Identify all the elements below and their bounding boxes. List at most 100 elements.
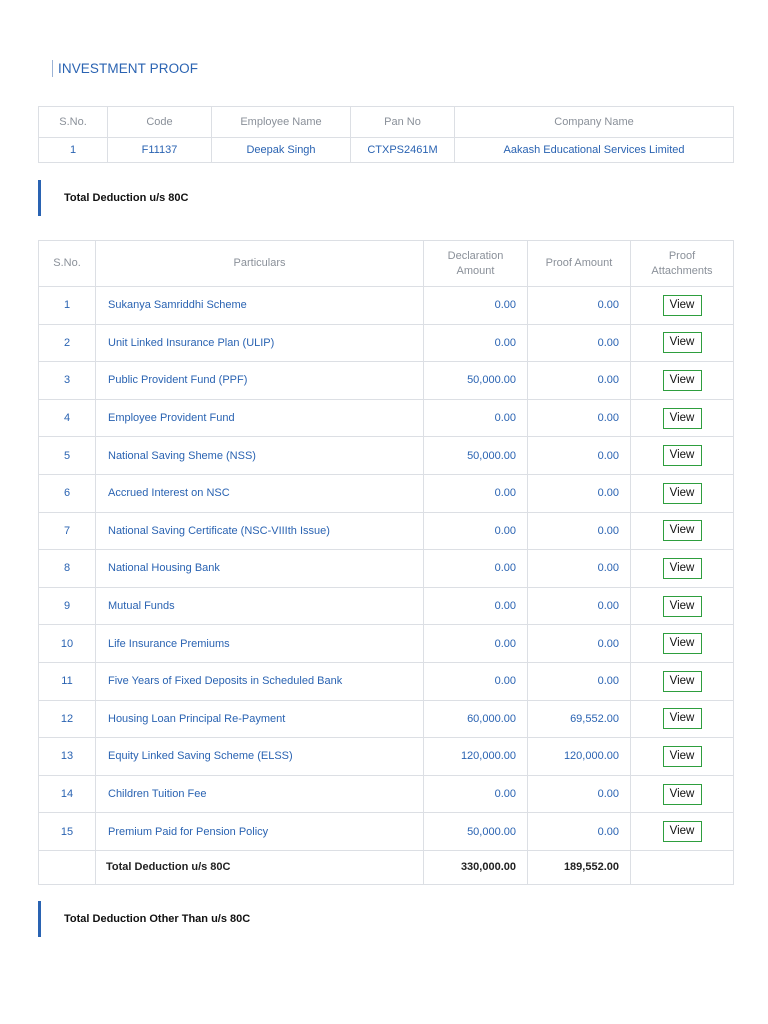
- table-row: 9 Mutual Funds 0.00 0.00 View: [38, 586, 734, 626]
- investment-table-header: S.No. Particulars Declaration Amount Pro…: [38, 240, 734, 287]
- row-proof-amount: 0.00: [527, 361, 631, 400]
- table-row: 7 National Saving Certificate (NSC-VIIIth…: [38, 511, 734, 551]
- table-row: 6 Accrued Interest on NSC 0.00 0.00 View: [38, 473, 734, 513]
- total-sno: [38, 849, 96, 885]
- row-sno: 6: [38, 473, 96, 513]
- total-label: Total Deduction u/s 80C: [95, 849, 424, 885]
- row-sno: 7: [38, 511, 96, 551]
- header-sno: S.No.: [38, 106, 108, 138]
- row-declaration-amount: 0.00: [423, 511, 528, 551]
- view-attachment-button[interactable]: View: [662, 670, 702, 692]
- header-particulars: Particulars: [95, 240, 424, 287]
- row-proof-attachments: View: [630, 286, 734, 325]
- view-attachment-button[interactable]: View: [662, 294, 702, 316]
- table-row: 2 Unit Linked Insurance Plan (ULIP) 0.00 0.…: [38, 323, 734, 363]
- row-particular: Mutual Funds: [95, 586, 424, 626]
- row-proof-amount: 0.00: [527, 473, 631, 513]
- row-sno: 4: [38, 398, 96, 438]
- row-proof-attachments: View: [630, 661, 734, 701]
- row-proof-attachments: View: [630, 436, 734, 475]
- row-declaration-amount: 0.00: [423, 624, 528, 663]
- employee-company: Aakash Educational Services Limited: [454, 137, 734, 163]
- row-declaration-amount: 50,000.00: [423, 812, 528, 851]
- row-declaration-amount: 0.00: [423, 586, 528, 626]
- row-sno: 5: [38, 436, 96, 475]
- row-sno: 14: [38, 774, 96, 814]
- row-particular: Unit Linked Insurance Plan (ULIP): [95, 323, 424, 363]
- row-sno: 1: [38, 286, 96, 325]
- view-attachment-button[interactable]: View: [662, 332, 702, 354]
- view-attachment-button[interactable]: View: [662, 557, 702, 579]
- row-declaration-amount: 0.00: [423, 323, 528, 363]
- row-particular: National Saving Sheme (NSS): [95, 436, 424, 475]
- view-attachment-button[interactable]: View: [662, 783, 702, 805]
- employee-pan: CTXPS2461M: [350, 137, 455, 163]
- row-proof-amount: 0.00: [527, 812, 631, 851]
- row-sno: 10: [38, 624, 96, 663]
- row-proof-attachments: View: [630, 398, 734, 438]
- view-attachment-button[interactable]: View: [662, 407, 702, 429]
- row-proof-attachments: View: [630, 624, 734, 663]
- row-declaration-amount: 0.00: [423, 774, 528, 814]
- row-particular: National Housing Bank: [95, 549, 424, 588]
- table-row: 13 Equity Linked Saving Scheme (ELSS) 120,…: [38, 737, 734, 776]
- view-attachment-button[interactable]: View: [662, 482, 702, 504]
- total-declaration-amount: 330,000.00: [423, 849, 528, 885]
- row-proof-attachments: View: [630, 511, 734, 551]
- total-row: Total Deduction u/s 80C 330,000.00 189,552…: [38, 849, 734, 885]
- view-attachment-button[interactable]: View: [662, 633, 702, 655]
- view-attachment-button[interactable]: View: [662, 595, 702, 617]
- investment-table: S.No. Particulars Declaration Amount Pro…: [38, 240, 734, 885]
- table-row: 8 National Housing Bank 0.00 0.00 View: [38, 549, 734, 588]
- row-particular: Housing Loan Principal Re-Payment: [95, 699, 424, 739]
- row-declaration-amount: 120,000.00: [423, 737, 528, 776]
- row-declaration-amount: 50,000.00: [423, 361, 528, 400]
- table-row: 1 Sukanya Samriddhi Scheme 0.00 0.00 View: [38, 286, 734, 325]
- page-title: INVESTMENT PROOF: [52, 60, 198, 77]
- total-proof-amount: 189,552.00: [527, 849, 631, 885]
- row-proof-attachments: View: [630, 774, 734, 814]
- table-row: 4 Employee Provident Fund 0.00 0.00 View: [38, 398, 734, 438]
- row-declaration-amount: 50,000.00: [423, 436, 528, 475]
- table-row: 5 National Saving Sheme (NSS) 50,000.00 0.0…: [38, 436, 734, 475]
- row-proof-amount: 0.00: [527, 661, 631, 701]
- row-proof-amount: 0.00: [527, 436, 631, 475]
- row-declaration-amount: 60,000.00: [423, 699, 528, 739]
- view-attachment-button[interactable]: View: [662, 445, 702, 467]
- table-row: 14 Children Tuition Fee 0.00 0.00 View: [38, 774, 734, 814]
- header-company-name: Company Name: [454, 106, 734, 138]
- header-proof-amount: Proof Amount: [527, 240, 631, 287]
- row-proof-attachments: View: [630, 812, 734, 851]
- header-code: Code: [107, 106, 212, 138]
- row-particular: Premium Paid for Pension Policy: [95, 812, 424, 851]
- employee-table-header: S.No. Code Employee Name Pan No Company …: [38, 106, 734, 138]
- view-attachment-button[interactable]: View: [662, 821, 702, 843]
- row-sno: 8: [38, 549, 96, 588]
- view-attachment-button[interactable]: View: [662, 745, 702, 767]
- row-particular: Accrued Interest on NSC: [95, 473, 424, 513]
- row-particular: National Saving Certificate (NSC-VIIIth …: [95, 511, 424, 551]
- row-proof-amount: 0.00: [527, 511, 631, 551]
- table-row: 10 Life Insurance Premiums 0.00 0.00 View: [38, 624, 734, 663]
- section-heading-other-than-80c: Total Deduction Other Than u/s 80C: [38, 901, 250, 937]
- row-sno: 13: [38, 737, 96, 776]
- view-attachment-button[interactable]: View: [662, 520, 702, 542]
- row-declaration-amount: 0.00: [423, 549, 528, 588]
- row-particular: Employee Provident Fund: [95, 398, 424, 438]
- header-declaration-amount: Declaration Amount: [423, 240, 528, 287]
- view-attachment-button[interactable]: View: [662, 369, 702, 391]
- employee-info-table: S.No. Code Employee Name Pan No Company …: [38, 106, 734, 163]
- row-proof-attachments: View: [630, 549, 734, 588]
- row-declaration-amount: 0.00: [423, 661, 528, 701]
- row-proof-amount: 0.00: [527, 586, 631, 626]
- row-proof-amount: 0.00: [527, 323, 631, 363]
- row-proof-attachments: View: [630, 323, 734, 363]
- table-row: 12 Housing Loan Principal Re-Payment 60,00…: [38, 699, 734, 739]
- row-particular: Public Provident Fund (PPF): [95, 361, 424, 400]
- view-attachment-button[interactable]: View: [662, 708, 702, 730]
- row-particular: Life Insurance Premiums: [95, 624, 424, 663]
- row-declaration-amount: 0.00: [423, 286, 528, 325]
- header-employee-name: Employee Name: [211, 106, 351, 138]
- row-proof-amount: 0.00: [527, 549, 631, 588]
- table-row: 11 Five Years of Fixed Deposits in Schedu…: [38, 661, 734, 701]
